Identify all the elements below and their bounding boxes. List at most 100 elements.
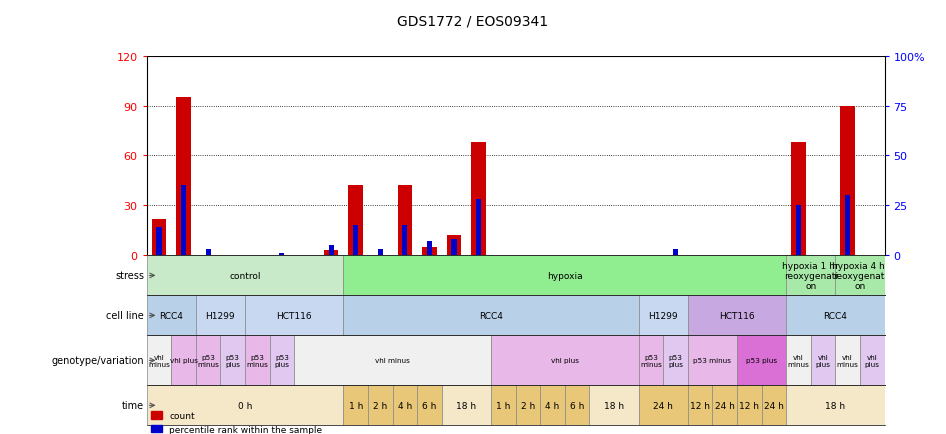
Bar bbox=[402, 226, 408, 256]
Text: p53
minus: p53 minus bbox=[197, 354, 219, 367]
Bar bbox=[279, 254, 285, 256]
Bar bbox=[786, 296, 885, 335]
Bar bbox=[762, 385, 786, 425]
Text: 6 h: 6 h bbox=[569, 401, 585, 410]
Bar bbox=[245, 296, 343, 335]
Bar bbox=[540, 385, 565, 425]
Bar bbox=[673, 250, 678, 256]
Text: 18 h: 18 h bbox=[825, 401, 846, 410]
Bar bbox=[688, 335, 737, 385]
Text: vhl
minus: vhl minus bbox=[148, 354, 170, 367]
Text: 0 h: 0 h bbox=[237, 401, 253, 410]
Bar bbox=[786, 335, 811, 385]
Bar bbox=[860, 335, 885, 385]
Legend: count, percentile rank within the sample: count, percentile rank within the sample bbox=[151, 411, 323, 434]
Text: 1 h: 1 h bbox=[348, 401, 363, 410]
Bar bbox=[471, 143, 486, 256]
Text: GDS1772 / EOS09341: GDS1772 / EOS09341 bbox=[397, 14, 549, 28]
Text: HCT116: HCT116 bbox=[276, 311, 312, 320]
Bar bbox=[171, 335, 196, 385]
Bar bbox=[147, 296, 196, 335]
Bar bbox=[796, 206, 801, 256]
Text: RCC4: RCC4 bbox=[479, 311, 503, 320]
Bar bbox=[270, 335, 294, 385]
Text: H1299: H1299 bbox=[205, 311, 236, 320]
Bar bbox=[845, 196, 850, 256]
Text: 2 h: 2 h bbox=[373, 401, 388, 410]
Bar bbox=[516, 385, 540, 425]
Bar bbox=[589, 385, 639, 425]
Text: hypoxia 1 hr
reoxygenati
on: hypoxia 1 hr reoxygenati on bbox=[782, 262, 839, 290]
Bar bbox=[417, 385, 442, 425]
Bar bbox=[688, 385, 712, 425]
Bar bbox=[451, 240, 457, 256]
Bar bbox=[639, 296, 688, 335]
Text: HCT116: HCT116 bbox=[719, 311, 755, 320]
Text: 12 h: 12 h bbox=[690, 401, 710, 410]
Bar bbox=[368, 385, 393, 425]
Bar bbox=[712, 385, 737, 425]
Bar bbox=[786, 256, 835, 296]
Text: p53
plus: p53 plus bbox=[225, 354, 240, 367]
Text: 12 h: 12 h bbox=[739, 401, 760, 410]
Bar bbox=[147, 335, 171, 385]
Text: RCC4: RCC4 bbox=[159, 311, 184, 320]
Text: 4 h: 4 h bbox=[397, 401, 412, 410]
Text: p53
plus: p53 plus bbox=[668, 354, 683, 367]
Text: stress: stress bbox=[115, 271, 144, 281]
Text: genotype/variation: genotype/variation bbox=[51, 355, 144, 365]
Text: vhl
minus: vhl minus bbox=[836, 354, 859, 367]
Bar bbox=[737, 335, 786, 385]
Text: hypoxia: hypoxia bbox=[547, 271, 583, 280]
Text: 24 h: 24 h bbox=[763, 401, 784, 410]
Text: p53
plus: p53 plus bbox=[274, 354, 289, 367]
Bar bbox=[840, 106, 855, 256]
Bar bbox=[835, 335, 860, 385]
Text: 18 h: 18 h bbox=[456, 401, 477, 410]
Bar bbox=[353, 226, 359, 256]
Bar bbox=[343, 256, 786, 296]
Bar bbox=[427, 242, 432, 256]
Bar bbox=[181, 186, 186, 256]
Text: p53 minus: p53 minus bbox=[693, 358, 731, 364]
Bar bbox=[176, 98, 191, 256]
Bar bbox=[343, 385, 368, 425]
Text: cell line: cell line bbox=[106, 311, 144, 321]
Text: 18 h: 18 h bbox=[604, 401, 624, 410]
Text: 4 h: 4 h bbox=[545, 401, 560, 410]
Bar bbox=[639, 335, 663, 385]
Bar bbox=[348, 186, 363, 256]
Bar bbox=[639, 385, 688, 425]
Bar bbox=[324, 251, 339, 256]
Text: hypoxia 4 hr
reoxygenati
on: hypoxia 4 hr reoxygenati on bbox=[832, 262, 888, 290]
Bar bbox=[737, 385, 762, 425]
Bar bbox=[791, 143, 806, 256]
Bar bbox=[491, 385, 516, 425]
Bar bbox=[811, 335, 835, 385]
Text: 6 h: 6 h bbox=[422, 401, 437, 410]
Text: vhl minus: vhl minus bbox=[376, 358, 410, 364]
Text: RCC4: RCC4 bbox=[823, 311, 848, 320]
Bar bbox=[147, 256, 343, 296]
Bar bbox=[663, 335, 688, 385]
Bar bbox=[205, 250, 211, 256]
Bar bbox=[442, 385, 491, 425]
Bar bbox=[397, 186, 412, 256]
Text: p53 plus: p53 plus bbox=[746, 358, 777, 364]
Text: H1299: H1299 bbox=[648, 311, 678, 320]
Bar bbox=[147, 385, 343, 425]
Bar bbox=[422, 247, 437, 256]
Bar bbox=[688, 296, 786, 335]
Bar bbox=[245, 335, 270, 385]
Text: vhl plus: vhl plus bbox=[169, 358, 198, 364]
Bar bbox=[565, 385, 589, 425]
Text: control: control bbox=[229, 271, 261, 280]
Text: p53
minus: p53 minus bbox=[246, 354, 269, 367]
Text: 2 h: 2 h bbox=[520, 401, 535, 410]
Text: vhl plus: vhl plus bbox=[551, 358, 579, 364]
Bar bbox=[196, 335, 220, 385]
Bar bbox=[220, 335, 245, 385]
Bar bbox=[835, 256, 885, 296]
Bar bbox=[294, 335, 491, 385]
Bar bbox=[156, 228, 162, 256]
